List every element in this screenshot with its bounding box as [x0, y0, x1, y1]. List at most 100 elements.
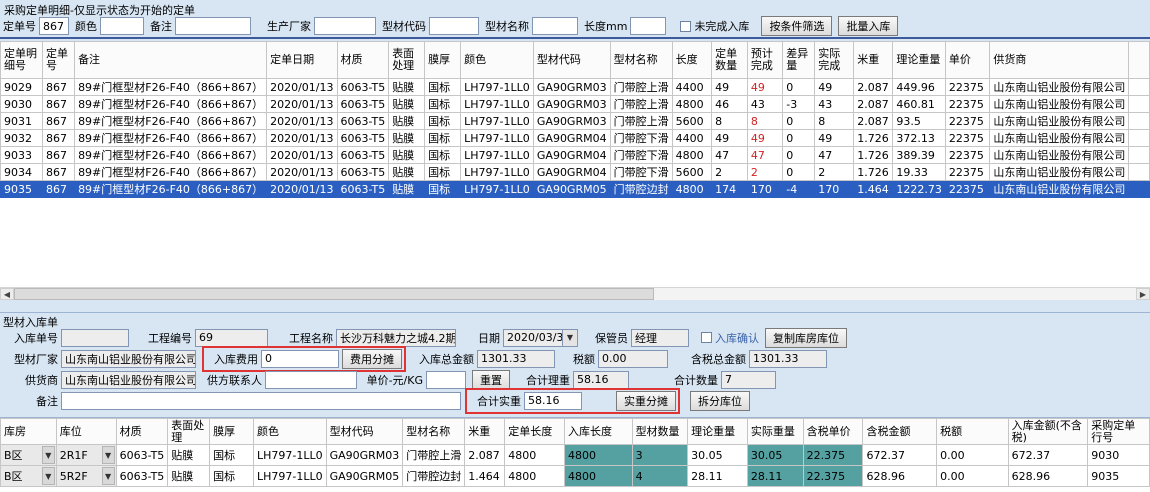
column-header[interactable]: 定单号 [41, 41, 76, 79]
column-header[interactable]: 含税单价 [802, 418, 864, 445]
column-header[interactable]: 含税金额 [862, 418, 938, 445]
column-header[interactable]: 供货商 [989, 41, 1130, 79]
reset-button[interactable]: 重置 [472, 369, 510, 390]
cell: 49 [746, 78, 784, 96]
table-row[interactable]: 9033 867 89#门框型材F26-F40（866+867） 2020/01/13… [0, 146, 1150, 164]
unit-price-field[interactable] [426, 370, 466, 389]
dropdown-arrow-icon[interactable]: ▼ [41, 446, 55, 464]
total-with-tax-field[interactable]: 1301.33 [749, 349, 827, 368]
scroll-right-arrow-icon[interactable]: ▶ [1136, 288, 1150, 300]
cell: 170 [746, 180, 784, 198]
inbound-no-field[interactable] [61, 328, 129, 347]
column-header[interactable]: 预计完成 [746, 41, 784, 79]
project-no-field[interactable]: 69 [195, 328, 268, 347]
column-header[interactable]: 入库长度 [563, 418, 633, 445]
unfinished-inbound-checkbox[interactable] [680, 20, 692, 32]
copy-warehouse-location-button[interactable]: 复制库房库位 [765, 327, 847, 348]
project-name-field[interactable]: 长沙万科魅力之城4.2期 [336, 328, 456, 347]
column-header[interactable]: 材质 [115, 418, 169, 445]
color-filter-field[interactable] [100, 17, 144, 35]
date-field[interactable]: 2020/03/31 [503, 328, 563, 347]
dropdown-arrow-icon[interactable]: ▼ [101, 467, 115, 485]
cell: 9033 [0, 146, 43, 164]
column-header[interactable]: 备注 [74, 41, 268, 79]
column-header[interactable]: 库位 [55, 418, 117, 445]
table-row[interactable]: 9032 867 89#门框型材F26-F40（866+867） 2020/01/13… [0, 129, 1150, 147]
keeper-field[interactable]: 经理 [631, 328, 689, 347]
total-theory-weight-field[interactable]: 58.16 [573, 370, 629, 389]
table-row[interactable]: B区 ▼ 5R2F ▼ 6063-T5 贴膜 国标 LH797-1LL0 GA90GRM05 门带… [0, 465, 1150, 487]
date-dropdown-button[interactable]: ▼ [563, 328, 578, 347]
split-location-button[interactable]: 拆分库位 [690, 390, 750, 411]
manufacturer-filter-field[interactable] [314, 17, 376, 35]
table-row[interactable]: B区 ▼ 2R1F ▼ 6063-T5 贴膜 国标 LH797-1LL0 GA90GRM03 门带… [0, 444, 1150, 466]
fee-share-button[interactable]: 费用分摊 [342, 348, 402, 369]
column-header[interactable]: 型材代码 [325, 418, 404, 445]
column-header[interactable]: 材质 [336, 41, 390, 79]
scroll-thumb[interactable] [14, 288, 654, 300]
column-header[interactable]: 采购定单行号 [1087, 418, 1150, 445]
column-header[interactable]: 米重 [853, 41, 894, 79]
cell: GA90GRM03 [325, 444, 404, 466]
column-header[interactable]: 实际完成 [814, 41, 855, 79]
filter-by-condition-button[interactable]: 按条件筛选 [761, 16, 833, 36]
column-header[interactable]: 税额 [936, 418, 1009, 445]
table-row[interactable]: 9029 867 89#门框型材F26-F40（866+867） 2020/01/13… [0, 78, 1150, 96]
column-header[interactable]: 型材代码 [532, 41, 611, 79]
inbound-fee-field[interactable]: 0 [261, 349, 339, 368]
table-row[interactable]: 9035 867 89#门框型材F26-F40（866+867） 2020/01/13… [0, 180, 1150, 198]
dropdown-arrow-icon[interactable]: ▼ [41, 467, 55, 485]
cell [1128, 112, 1150, 130]
length-filter-field[interactable] [630, 17, 667, 35]
cell: 2020/01/13 [266, 163, 338, 181]
scroll-left-arrow-icon[interactable]: ◀ [0, 288, 14, 300]
total-actual-weight-field[interactable]: 58.16 [524, 391, 582, 410]
column-header[interactable]: 表面处理 [388, 41, 426, 79]
column-header[interactable]: 长度 [671, 41, 713, 79]
column-header[interactable]: 理论重量 [687, 418, 748, 445]
column-header[interactable]: 定单数量 [711, 41, 748, 79]
column-header[interactable]: 定单日期 [266, 41, 338, 79]
column-header[interactable]: 型材数量 [631, 418, 689, 445]
column-header[interactable]: 入库金额(不含税) [1007, 418, 1089, 445]
inbound-detail-table: 库房 库位 材质 表面处理 膜厚 颜色 型材代码 型材名称 米重 定单长度 入库长度 型材数量 理论重量… [0, 418, 1150, 487]
remark-field[interactable] [61, 391, 461, 410]
column-header[interactable]: 米重 [464, 418, 506, 445]
total-qty-field[interactable]: 7 [721, 370, 776, 389]
column-header[interactable]: 理论重量 [892, 41, 946, 79]
cell: 30.05 [746, 444, 804, 466]
project-no-label: 工程编号 [148, 331, 192, 345]
column-header[interactable]: 表面处理 [167, 418, 211, 445]
inbound-confirm-checkbox[interactable] [701, 332, 712, 343]
actual-weight-share-button[interactable]: 实重分摊 [616, 390, 676, 411]
tax-field[interactable]: 0.00 [598, 349, 668, 368]
horizontal-scrollbar[interactable]: ◀ ▶ [0, 287, 1150, 300]
column-header[interactable]: 实际重量 [746, 418, 804, 445]
column-header[interactable]: 型材名称 [609, 41, 673, 79]
order-no-filter-field[interactable]: 867 [39, 17, 69, 35]
remark-filter-field[interactable] [175, 17, 251, 35]
profile-name-filter-field[interactable] [532, 17, 578, 35]
column-header[interactable]: 颜色 [460, 41, 534, 79]
column-header[interactable]: 单价 [944, 41, 991, 79]
dropdown-arrow-icon[interactable]: ▼ [101, 446, 115, 464]
column-header[interactable] [1128, 41, 1150, 79]
column-header[interactable]: 型材名称 [402, 418, 466, 445]
column-header[interactable]: 差异量 [782, 41, 816, 79]
column-header[interactable]: 定单明细号 [0, 41, 43, 79]
column-header[interactable]: 膜厚 [424, 41, 462, 79]
batch-inbound-button[interactable]: 批量入库 [838, 16, 899, 36]
column-header[interactable]: 定单长度 [504, 418, 565, 445]
supplier-field[interactable]: 山东南山铝业股份有限公司 [61, 370, 196, 389]
profile-code-filter-field[interactable] [429, 17, 479, 35]
table-row[interactable]: 9031 867 89#门框型材F26-F40（866+867） 2020/01/13… [0, 112, 1150, 130]
column-header[interactable]: 颜色 [252, 418, 327, 445]
profile-factory-field[interactable]: 山东南山铝业股份有限公司 [61, 349, 196, 368]
column-header[interactable]: 膜厚 [209, 418, 254, 445]
table-row[interactable]: 9030 867 89#门框型材F26-F40（866+867） 2020/01/13… [0, 95, 1150, 113]
cell: LH797-1LL0 [460, 163, 534, 181]
inbound-total-amount-field[interactable]: 1301.33 [477, 349, 555, 368]
supplier-contact-field[interactable] [265, 370, 357, 389]
table-row[interactable]: 9034 867 89#门框型材F26-F40（866+867） 2020/01/13… [0, 163, 1150, 181]
column-header[interactable]: 库房 [0, 418, 57, 445]
